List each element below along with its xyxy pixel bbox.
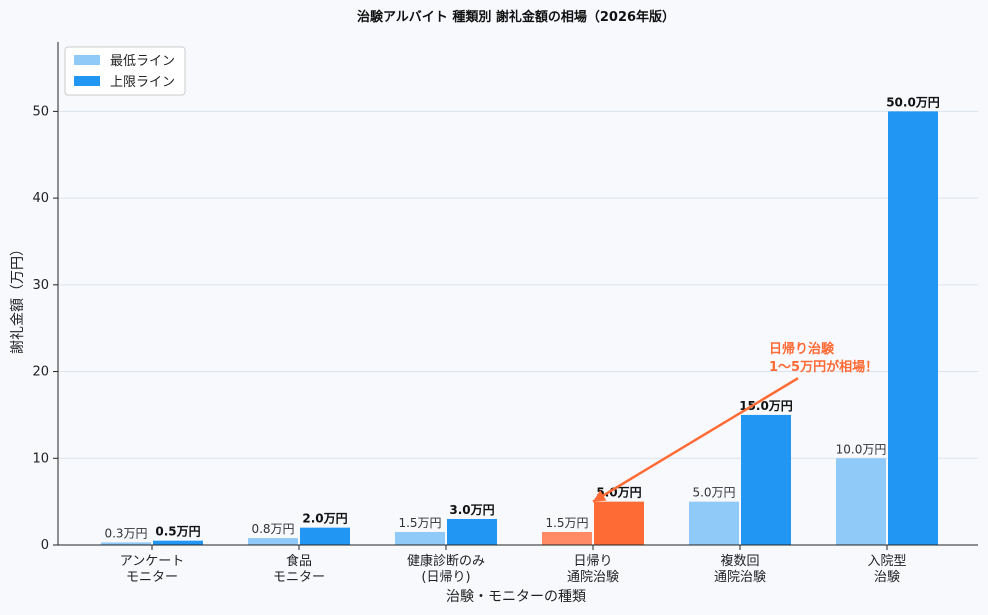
bar-min-1: [248, 538, 298, 545]
x-tick-label: モニター: [126, 570, 178, 585]
x-tick-label: 複数回: [720, 553, 759, 569]
x-tick-label: 入院型: [867, 554, 906, 569]
data-label-max-1: 2.0万円: [302, 512, 347, 526]
bar-min-3: [542, 531, 592, 545]
data-label-max-0: 0.5万円: [155, 525, 200, 539]
bar-max-1: [300, 527, 350, 545]
annotation-arrowhead: [593, 490, 607, 502]
data-label-min-3: 1.5万円: [545, 516, 588, 530]
x-tick-label: 通院治験: [567, 570, 619, 585]
bar-max-5: [888, 111, 938, 546]
legend-swatch-1: [74, 76, 100, 86]
x-axis-title: 治験・モニターの種類: [446, 589, 586, 605]
legend-label-0: 最低ライン: [110, 54, 175, 69]
bar-max-3: [594, 501, 644, 545]
bar-max-0: [153, 540, 203, 545]
data-label-max-3: 5.0万円: [596, 486, 641, 500]
data-label-min-0: 0.3万円: [104, 526, 147, 540]
y-tick-label: 20: [32, 365, 49, 380]
annotation-layer: 日帰り治験 1〜5万円が相場！: [592, 341, 878, 503]
y-tick-label: 10: [32, 451, 49, 466]
data-label-max-5: 50.0万円: [886, 95, 940, 109]
data-label-min-4: 5.0万円: [692, 486, 735, 500]
bar-min-2: [395, 531, 445, 545]
y-axis-title: 謝礼金額（万円）: [10, 242, 26, 354]
x-tick-label: 治験: [874, 570, 900, 585]
data-label-min-5: 10.0万円: [836, 442, 887, 456]
legend-label-1: 上限ライン: [110, 75, 175, 90]
y-tick-label: 40: [32, 191, 49, 206]
x-tick-label: 通院治験: [714, 570, 766, 585]
data-label-max-2: 3.0万円: [449, 503, 494, 517]
annotation-arrow: [592, 377, 799, 503]
annotation-text: 日帰り治験: [769, 341, 835, 357]
x-tick-label: 健康診断のみ: [407, 553, 485, 569]
data-label-min-1: 0.8万円: [251, 522, 294, 536]
y-tick-label: 30: [32, 278, 49, 293]
chart-title: 治験アルバイト 種類別 謝礼金額の相場（2026年版）: [357, 9, 675, 25]
bar-max-2: [447, 518, 497, 545]
y-tick-label: 0: [41, 538, 49, 553]
x-tick-label: (日帰り): [421, 569, 470, 585]
x-tick-label: 食品: [286, 553, 312, 569]
x-tick-label: モニター: [273, 570, 325, 585]
data-label-min-2: 1.5万円: [398, 516, 441, 530]
annotation-text: 1〜5万円が相場！: [769, 359, 878, 375]
y-tick-label: 50: [32, 104, 49, 119]
bar-min-0: [101, 542, 151, 545]
data-label-max-4: 15.0万円: [739, 399, 793, 413]
x-tick-label: 日帰り: [573, 553, 612, 569]
bar-layer: [101, 111, 938, 546]
grid-layer: [58, 110, 978, 459]
axis-layer: 01020304050アンケートモニター食品モニター健康診断のみ(日帰り)日帰り…: [32, 42, 978, 585]
value-label-layer: 0.3万円 0.5万円 0.8万円 2.0万円 1.5万円 3.0万円 1.5万円 5.0万円…: [104, 95, 939, 540]
x-tick-label: アンケート: [120, 554, 184, 569]
bar-min-4: [689, 501, 739, 545]
bar-max-4: [741, 414, 791, 545]
bar-min-5: [836, 458, 886, 545]
legend-swatch-0: [74, 55, 100, 65]
